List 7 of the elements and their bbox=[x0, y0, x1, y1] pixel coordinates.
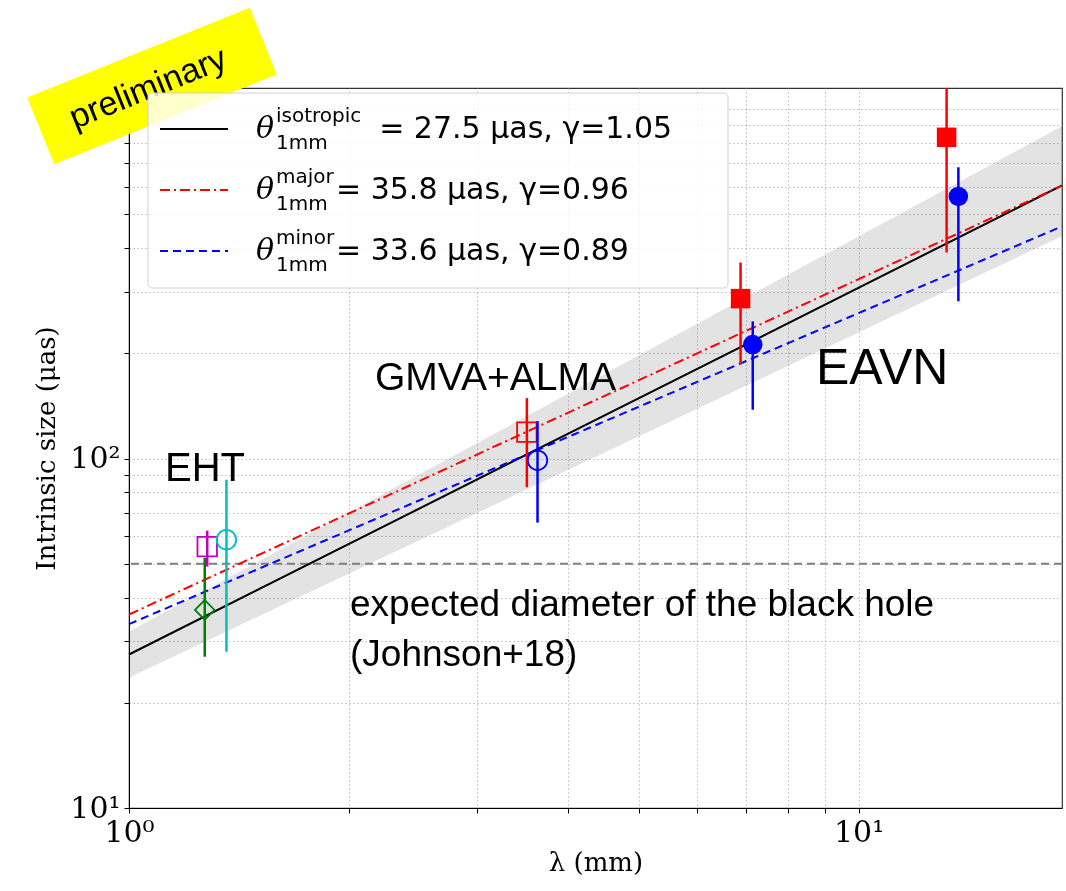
ref-line-label: expected diameter of the black hole (Johnson+18) bbox=[350, 583, 935, 674]
annotation: EAVN bbox=[816, 339, 949, 395]
x-axis-title: λ (mm) bbox=[548, 846, 644, 877]
annotation: EHT bbox=[165, 445, 245, 489]
y-tick-label: 10² bbox=[70, 440, 121, 476]
y-axis-title: Intrinsic size (μas) bbox=[31, 326, 62, 571]
annotation: GMVA+ALMA bbox=[375, 355, 616, 398]
